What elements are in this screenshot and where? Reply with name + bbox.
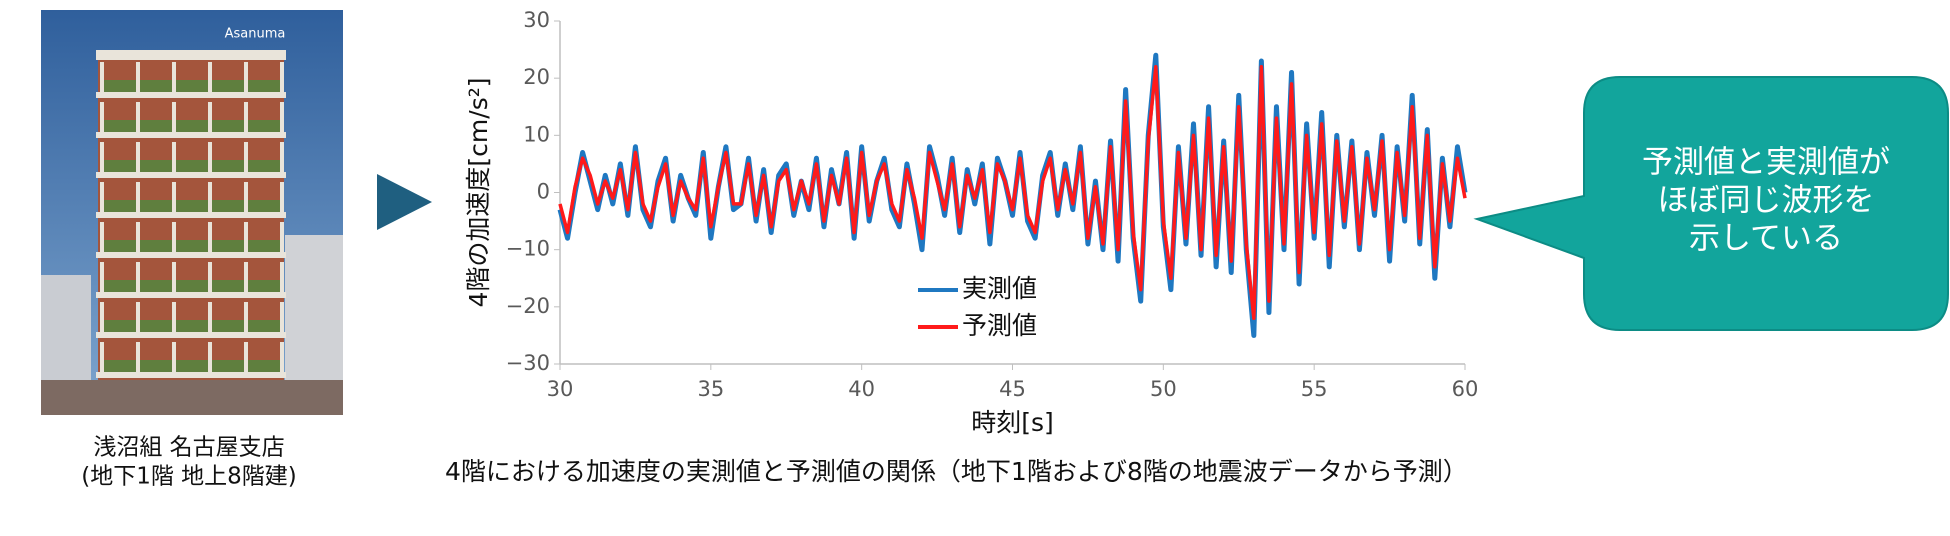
column <box>208 102 212 138</box>
x-tick-label: 55 <box>1301 377 1328 401</box>
callout-text: ほぼ同じ波形を <box>1658 183 1875 219</box>
column <box>136 262 140 298</box>
column <box>280 262 284 298</box>
arrow <box>377 174 432 230</box>
planter <box>100 240 282 252</box>
column <box>208 62 212 98</box>
column <box>100 302 104 338</box>
column <box>208 182 212 218</box>
x-axis-label: 時刻[s] <box>971 408 1054 437</box>
column <box>172 182 176 218</box>
column <box>244 302 248 338</box>
y-tick-label: 20 <box>523 65 550 89</box>
column <box>136 342 140 378</box>
planter <box>100 280 282 292</box>
legend-label: 予測値 <box>962 311 1037 340</box>
column <box>172 62 176 98</box>
floor-slab <box>96 372 286 378</box>
floor-slab <box>96 132 286 138</box>
column <box>172 342 176 378</box>
column <box>136 302 140 338</box>
column <box>244 262 248 298</box>
column <box>172 302 176 338</box>
planter <box>100 80 282 92</box>
floor-slab <box>96 172 286 178</box>
x-tick-label: 30 <box>547 377 574 401</box>
column <box>244 222 248 258</box>
column <box>100 262 104 298</box>
column <box>208 302 212 338</box>
floor-slab <box>96 92 286 98</box>
column <box>244 62 248 98</box>
x-tick-label: 50 <box>1150 377 1177 401</box>
column <box>172 102 176 138</box>
planter <box>100 160 282 172</box>
column <box>172 222 176 258</box>
column <box>136 62 140 98</box>
column <box>280 102 284 138</box>
legend-label: 実測値 <box>962 274 1037 303</box>
callout: 予測値と実測値が ほぼ同じ波形を 示している <box>1473 76 1949 331</box>
series-line <box>558 64 1467 321</box>
planter <box>100 320 282 332</box>
column <box>136 102 140 138</box>
floor-slab <box>96 332 286 338</box>
column <box>100 102 104 138</box>
figure-caption: 4階における加速度の実測値と予測値の関係（地下1階および8階の地震波データから予… <box>445 457 1468 486</box>
y-tick-label: 0 <box>537 180 550 204</box>
column <box>208 342 212 378</box>
column <box>244 142 248 178</box>
planter <box>100 360 282 372</box>
floor-slab <box>96 212 286 218</box>
column <box>280 182 284 218</box>
callout-text: 予測値と実測値が <box>1642 145 1890 181</box>
y-tick-label: 10 <box>523 122 550 146</box>
series-line <box>557 52 1468 338</box>
column <box>136 142 140 178</box>
callout-text: 示している <box>1689 221 1843 257</box>
column <box>100 222 104 258</box>
y-tick-label: −30 <box>506 351 550 375</box>
y-axis-label: 4階の加速度[cm/s²] <box>464 78 493 308</box>
column <box>244 342 248 378</box>
planter <box>100 120 282 132</box>
column <box>100 142 104 178</box>
column <box>280 342 284 378</box>
photo-sign: Asanuma <box>225 27 286 42</box>
x-tick-label: 40 <box>848 377 875 401</box>
column <box>136 222 140 258</box>
x-tick-label: 45 <box>999 377 1026 401</box>
column <box>172 262 176 298</box>
photo-caption: (地下1階 地上8階建) <box>81 464 297 490</box>
column <box>100 62 104 98</box>
column <box>208 262 212 298</box>
column <box>244 102 248 138</box>
y-tick-label: −20 <box>506 294 550 318</box>
floor-slab <box>96 252 286 258</box>
column <box>244 182 248 218</box>
column <box>100 182 104 218</box>
column <box>280 62 284 98</box>
photo-caption: 浅沼組 名古屋支店 <box>93 435 284 461</box>
x-tick-label: 60 <box>1452 377 1479 401</box>
column <box>280 142 284 178</box>
column <box>172 142 176 178</box>
column <box>136 182 140 218</box>
column <box>280 222 284 258</box>
column <box>280 302 284 338</box>
column <box>208 142 212 178</box>
y-tick-label: 30 <box>523 8 550 32</box>
building-photo: Asanuma <box>41 10 343 415</box>
planter <box>100 200 282 212</box>
column <box>100 342 104 378</box>
x-tick-label: 35 <box>697 377 724 401</box>
y-tick-label: −10 <box>506 237 550 261</box>
column <box>208 222 212 258</box>
floor-slab <box>96 292 286 298</box>
